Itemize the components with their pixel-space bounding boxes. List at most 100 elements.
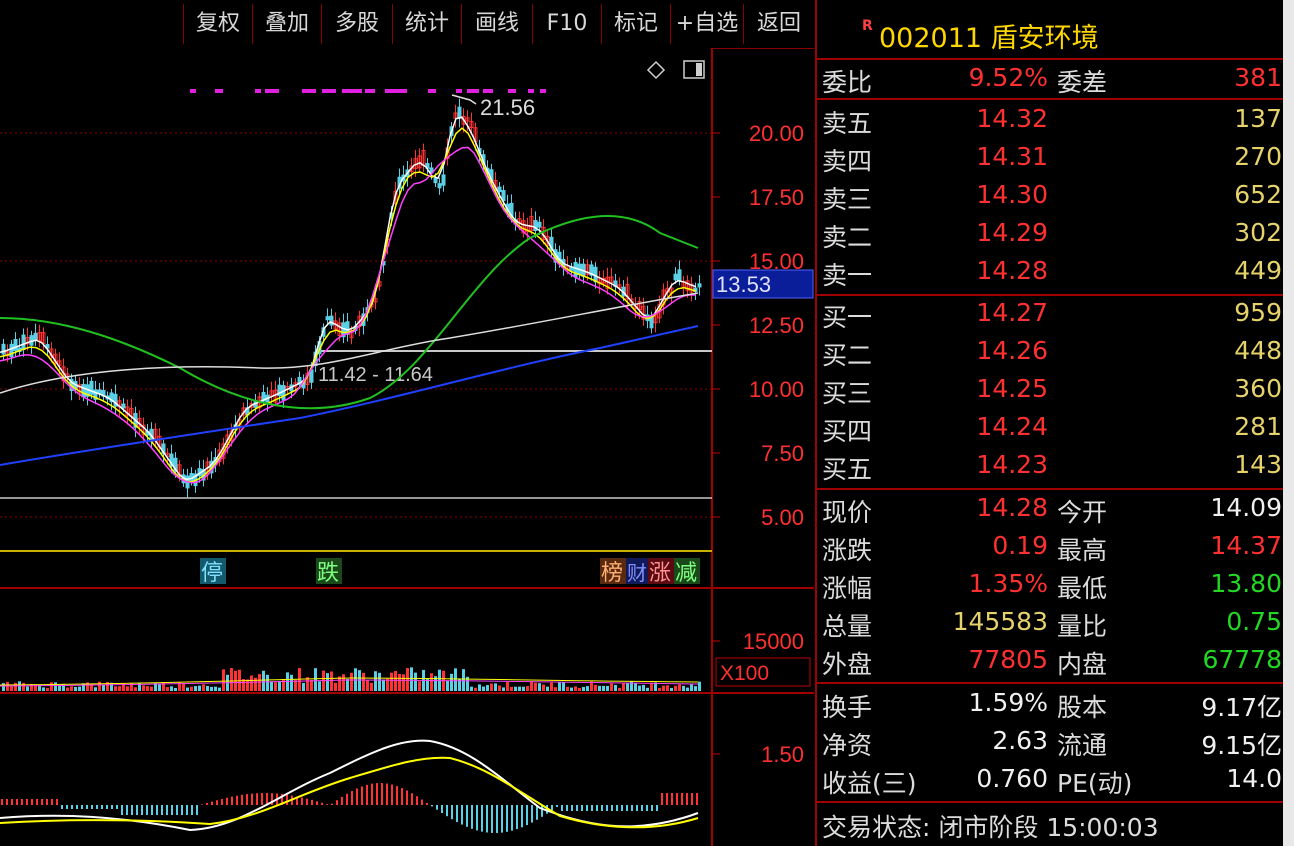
candle-body <box>9 343 14 358</box>
ask-volume: 270 <box>1234 142 1282 171</box>
chart-background <box>0 48 712 846</box>
weibi-label: 委比 <box>822 68 873 97</box>
volume-bar <box>498 685 501 691</box>
ask-label: 卖一 <box>822 261 873 290</box>
reduce-tag[interactable] <box>674 558 700 584</box>
kline-chart[interactable]: 20.00 17.50 15.00 12.50 10.00 7.50 5.00 … <box>0 48 814 846</box>
volume-bar <box>526 686 529 691</box>
stat-label: 今开 <box>1057 498 1108 527</box>
volume-bar <box>330 671 333 691</box>
fundamental-value: 0.760 <box>976 764 1048 793</box>
volume-bar <box>650 682 653 691</box>
volume-unit-box <box>715 657 811 687</box>
divider <box>817 488 1284 490</box>
volume-bar <box>658 687 661 691</box>
volume-bar <box>2 683 5 691</box>
add-favorite-button[interactable]: +自选 <box>670 4 743 44</box>
fundamental-label: 净资 <box>822 731 873 760</box>
rank-tag-text: 榜 <box>601 561 623 586</box>
stat-row: 总量 145583 量比 0.75 <box>817 605 1284 643</box>
back-button[interactable]: 返回 <box>743 4 814 44</box>
volume-bar <box>134 687 137 691</box>
volume-bar <box>290 674 293 691</box>
candle-body <box>13 338 18 352</box>
stat-label: 涨跌 <box>822 536 873 565</box>
rank-tag[interactable] <box>600 558 626 584</box>
candle-body <box>337 322 342 337</box>
volume-bar <box>634 683 637 691</box>
volume-bar <box>406 668 409 691</box>
candle-body <box>441 174 446 186</box>
stat-label: 现价 <box>822 498 873 527</box>
price-tick-label: 17.50 <box>749 185 804 210</box>
volume-bar <box>482 686 485 691</box>
stock-title[interactable]: 002011 盾安环境 <box>879 23 1099 54</box>
volume-bar <box>434 676 437 691</box>
volume-bar <box>214 686 217 691</box>
candle-body <box>697 283 702 288</box>
candle-body <box>417 155 422 169</box>
volume-bar <box>506 681 509 691</box>
volume-bar <box>542 684 545 691</box>
price-axis-ticks <box>712 132 720 518</box>
bid-row: 买五 14.23 143 <box>817 448 1284 486</box>
price-tick-label: 5.00 <box>761 505 804 530</box>
stat-label: 最低 <box>1057 574 1108 603</box>
volume-bar <box>610 683 613 691</box>
statistics-button[interactable]: 统计 <box>392 4 461 44</box>
volume-bar <box>630 681 633 691</box>
volume-bar <box>186 687 189 691</box>
stat-row: 涨幅 1.35% 最低 13.80 <box>817 567 1284 605</box>
volume-bar <box>210 686 213 691</box>
candle-body <box>609 276 614 284</box>
signal-dot <box>190 89 196 93</box>
volume-bar <box>522 686 525 691</box>
rise-tag[interactable] <box>648 558 674 584</box>
stat-value: 145583 <box>952 607 1048 636</box>
volume-bar <box>318 681 321 691</box>
volume-bar <box>190 686 193 691</box>
draw-line-button[interactable]: 画线 <box>461 4 532 44</box>
signal-dot <box>255 89 261 93</box>
volume-bar <box>646 687 649 691</box>
volume-bar <box>118 686 121 691</box>
stat-row: 涨跌 0.19 最高 14.37 <box>817 529 1284 567</box>
fundamental-value: 2.63 <box>992 726 1048 755</box>
volume-bar <box>370 682 373 691</box>
candle-body <box>689 283 694 293</box>
volume-bar <box>342 674 345 691</box>
diamond-icon[interactable] <box>646 60 666 80</box>
volume-bar <box>110 682 113 691</box>
mark-button[interactable]: 标记 <box>601 4 670 44</box>
signal-dots <box>190 89 546 93</box>
signal-dot <box>365 89 375 93</box>
multi-stock-button[interactable]: 多股 <box>321 4 392 44</box>
restore-rights-button[interactable]: 复权 <box>183 4 252 44</box>
volume-bar <box>34 684 37 691</box>
volume-bar <box>170 686 173 691</box>
volume-bar <box>14 682 17 691</box>
f10-button[interactable]: F10 <box>532 4 601 44</box>
volume-bar <box>374 671 377 691</box>
volume-unit-label: X100 <box>720 662 769 685</box>
volume-bar <box>306 677 309 691</box>
finance-tag[interactable] <box>626 558 648 584</box>
window-toggle-icon[interactable] <box>683 60 705 79</box>
bid-label: 买五 <box>822 455 873 484</box>
volume-bar <box>490 683 493 691</box>
overlay-button[interactable]: 叠加 <box>252 4 321 44</box>
bid-price: 14.23 <box>976 450 1048 479</box>
candle-body <box>393 190 398 205</box>
drop-tag <box>316 558 342 584</box>
signal-dot <box>540 89 546 93</box>
signal-dot <box>456 89 462 93</box>
volume-bar <box>466 676 469 691</box>
current-price-box <box>712 269 814 299</box>
candle-body <box>57 360 62 366</box>
volume-bar <box>674 685 677 691</box>
candle-body <box>677 269 682 282</box>
volume-bar <box>182 683 185 691</box>
bid-price: 14.26 <box>976 336 1048 365</box>
candle-body <box>469 120 474 129</box>
volume-bar <box>90 684 93 691</box>
